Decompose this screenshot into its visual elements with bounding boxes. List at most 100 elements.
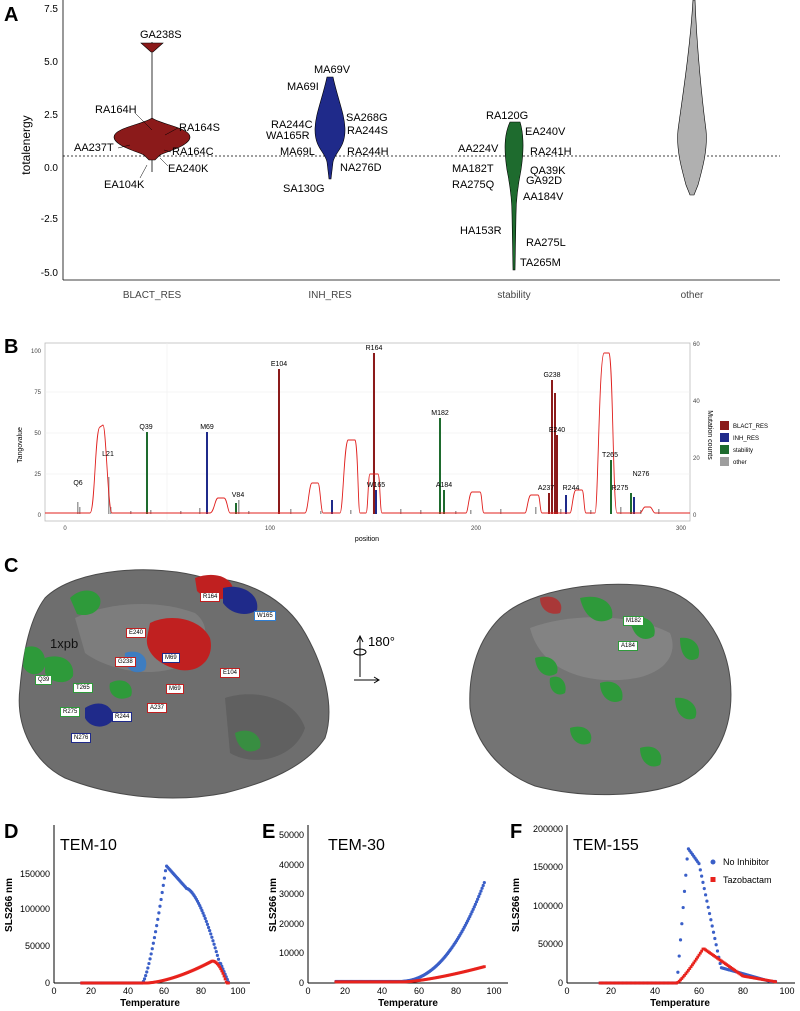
mut-label: RA244C	[271, 119, 313, 131]
bar-inh	[331, 500, 333, 514]
ytick: 100	[31, 349, 42, 355]
data-point	[713, 936, 717, 941]
panel-d-ylabel: SLS266 nm	[4, 878, 15, 932]
mut-label: SA268G	[346, 112, 388, 124]
ytick: 20	[693, 456, 700, 462]
data-point	[212, 942, 216, 946]
panel-c-structure-right	[469, 583, 732, 796]
xtick: 20	[606, 986, 616, 996]
data-point	[160, 890, 164, 895]
ytick: 50000	[538, 939, 563, 949]
ytick: 60	[693, 342, 700, 348]
rotation-label: 180°	[368, 634, 395, 649]
data-point	[469, 912, 473, 916]
ytick: 50000	[25, 941, 50, 951]
data-point	[476, 897, 480, 901]
data-point	[219, 962, 223, 966]
data-point	[201, 911, 205, 915]
data-point	[158, 904, 162, 908]
structure-label: T265	[73, 683, 93, 693]
data-point	[700, 874, 704, 878]
panel-b-tango-chart: Tangovalue Mutation counts position 100 …	[17, 342, 768, 543]
bar-blact	[551, 380, 553, 514]
data-point	[156, 917, 160, 921]
data-point	[163, 869, 168, 873]
xtick: 100	[265, 526, 276, 532]
data-point	[149, 952, 153, 956]
data-point	[225, 977, 229, 982]
data-point	[692, 961, 696, 965]
mut-label: EA104K	[104, 179, 145, 191]
ytick: 7.5	[44, 4, 58, 15]
data-point	[718, 961, 722, 966]
data-point	[157, 911, 161, 915]
legend-label: INH_RES	[733, 436, 759, 442]
xtick: 200	[471, 526, 482, 532]
bar-labels: Q6 L21 Q39 M69 V84 E104 R164 W165 M182 A…	[73, 345, 649, 499]
data-point	[702, 886, 706, 891]
ytick: -5.0	[41, 268, 59, 279]
data-point	[707, 911, 712, 916]
yticks-right: 60 40 20 0	[693, 342, 700, 519]
data-point	[706, 905, 710, 909]
data-point	[200, 908, 204, 913]
panel-a-xticks: BLACT_RES INH_RES stability other	[123, 290, 704, 301]
violin-inh	[314, 76, 346, 180]
mut-label: AA224V	[458, 143, 499, 155]
xtick: 0	[305, 986, 310, 996]
bar-label: G238	[543, 372, 560, 379]
data-point	[203, 916, 207, 921]
data-point	[691, 963, 694, 967]
xtick: 100	[230, 986, 245, 996]
ytick: 0	[45, 978, 50, 988]
bar-blact	[548, 493, 550, 514]
bar-label: V84	[232, 492, 245, 499]
data-point	[146, 966, 150, 970]
colored-bars	[146, 353, 635, 514]
xtick: 20	[86, 986, 96, 996]
ytick: -2.5	[41, 214, 59, 225]
data-point	[155, 924, 159, 928]
mut-label: MA69L	[280, 146, 315, 158]
xtick: 40	[377, 986, 387, 996]
mut-label: TA265M	[520, 257, 561, 269]
data-point	[148, 957, 152, 961]
data-point	[473, 902, 477, 906]
mut-label: MA182T	[452, 163, 494, 175]
panel-a-ylabel: totalenergy	[19, 115, 33, 174]
data-point	[693, 959, 697, 963]
yticks-left: 100 75 50 25 0	[31, 349, 42, 519]
xtick: 80	[738, 986, 748, 996]
panel-letter-d: D	[4, 821, 19, 843]
data-point	[227, 981, 230, 985]
data-point	[222, 974, 226, 978]
data-point	[482, 880, 486, 885]
structure-label: G238	[115, 657, 136, 667]
xtick: 60	[694, 986, 704, 996]
bar-stability	[443, 490, 445, 514]
mut-label: AA237T	[74, 142, 114, 154]
label-leaders-blact	[117, 112, 179, 179]
data-point	[478, 892, 482, 896]
category-label: BLACT_RES	[123, 290, 182, 301]
data-point	[162, 876, 166, 880]
ytick: 40	[693, 399, 700, 405]
data-point	[705, 899, 709, 903]
ytick: 40000	[279, 860, 304, 870]
data-point	[210, 935, 214, 939]
labels-blact: GA238S RA164H RA164S AA237T RA164C EA240…	[74, 29, 220, 191]
structure-label: M69	[162, 653, 180, 663]
panel-d-chart: TEM-10 SLS266 nm Temperature 150000 1000…	[4, 825, 250, 1009]
panel-d-xlabel: Temperature	[120, 998, 180, 1009]
labels-stability: RA120G EA240V AA224V RA241H MA182T QA39K…	[452, 110, 572, 269]
data-point	[709, 918, 713, 922]
mut-label: RA164C	[172, 146, 214, 158]
mut-label: WA165R	[266, 130, 310, 142]
data-point	[715, 949, 720, 953]
panel-b-ylabel-right: Mutation counts	[706, 410, 713, 460]
panel-e-chart: TEM-30 SLS266 nm Temperature 50000 40000…	[268, 825, 508, 1009]
structure-label: R244	[112, 712, 133, 722]
data-point	[482, 965, 486, 969]
legend-label: BLACT_RES	[733, 424, 768, 430]
data-point	[682, 889, 687, 893]
